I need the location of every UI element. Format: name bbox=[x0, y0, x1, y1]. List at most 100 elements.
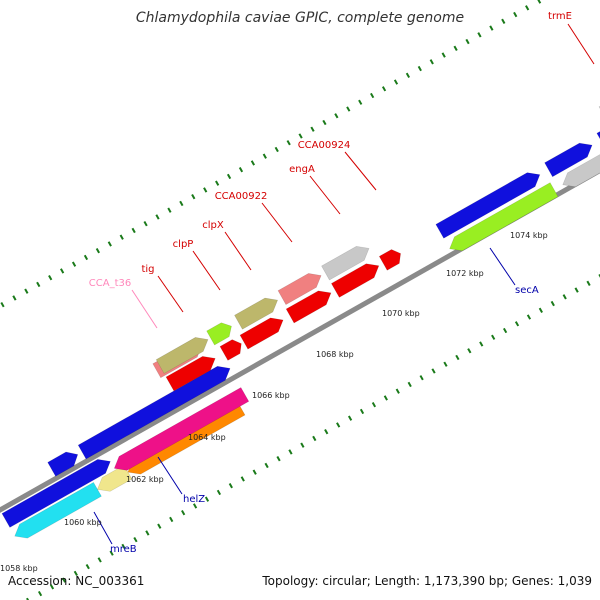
tick-mark bbox=[262, 153, 267, 159]
tick-mark bbox=[155, 214, 160, 220]
topology-text: Topology: circular; Length: 1,173,390 bp… bbox=[262, 574, 592, 588]
tick-mark bbox=[203, 187, 208, 193]
gene-arrow bbox=[378, 249, 401, 271]
tick-mark bbox=[24, 288, 29, 294]
tick-mark bbox=[538, 307, 543, 313]
tick-mark bbox=[477, 32, 482, 38]
gene-arrow bbox=[234, 297, 279, 330]
tick-mark bbox=[252, 469, 257, 475]
tick-mark bbox=[204, 496, 210, 502]
tick-mark bbox=[407, 381, 412, 388]
kbp-label: 1062 kbp bbox=[126, 475, 164, 484]
kbp-label: 1058 kbp bbox=[0, 564, 38, 573]
tick-mark bbox=[133, 536, 138, 543]
tick-mark bbox=[371, 402, 377, 408]
tick-mark bbox=[276, 456, 281, 462]
tick-mark bbox=[431, 368, 436, 374]
tick-mark bbox=[83, 254, 89, 261]
leader-line bbox=[309, 175, 341, 215]
accession-text: Accession: NC_003361 bbox=[8, 574, 145, 588]
gene-arrow bbox=[544, 142, 593, 178]
gene-arrow bbox=[113, 387, 250, 471]
tick-mark bbox=[121, 543, 126, 550]
leader-line bbox=[157, 456, 183, 495]
gene-arrow bbox=[321, 246, 370, 281]
gene-arrow bbox=[155, 337, 209, 374]
gene-label: secA bbox=[515, 285, 539, 296]
gene-arrow bbox=[435, 172, 541, 239]
tick-mark bbox=[143, 221, 148, 227]
kbp-label: 1074 kbp bbox=[510, 231, 548, 240]
gene-labels: CCA_t36 tig clpP clpX CCA00922 engA CCA00924 tr… bbox=[89, 11, 572, 555]
gene-features bbox=[1, 105, 600, 539]
leader-line bbox=[261, 202, 293, 243]
tick-mark bbox=[36, 281, 41, 288]
map-title: Chlamydophila caviae GPIC, complete geno… bbox=[135, 10, 465, 26]
gene-arrow bbox=[277, 273, 322, 305]
tick-mark bbox=[157, 523, 162, 529]
gene-arrow bbox=[1, 459, 111, 528]
tick-mark bbox=[300, 442, 305, 448]
tick-mark bbox=[181, 509, 186, 516]
kbp-label: 1066 kbp bbox=[252, 391, 290, 400]
tick-mark bbox=[250, 160, 256, 166]
tick-mark bbox=[346, 106, 351, 112]
tick-mark bbox=[107, 241, 112, 247]
leader-line bbox=[489, 247, 516, 286]
leader-line bbox=[131, 289, 158, 329]
gene-arrow bbox=[165, 356, 216, 392]
tick-mark bbox=[49, 584, 55, 590]
gene-arrow bbox=[562, 154, 600, 188]
gene-arrow bbox=[449, 182, 559, 252]
tick-mark bbox=[336, 422, 341, 428]
tick-mark bbox=[381, 86, 387, 92]
tick-mark bbox=[228, 483, 233, 489]
tick-mark bbox=[310, 126, 315, 132]
tick-mark bbox=[586, 280, 591, 286]
tick-mark bbox=[489, 25, 494, 31]
tick-mark bbox=[525, 5, 530, 11]
tick-mark bbox=[191, 194, 196, 200]
leader-line bbox=[192, 250, 221, 291]
tick-mark bbox=[429, 59, 434, 65]
gene-arrow bbox=[206, 322, 232, 346]
kbp-label: 1070 kbp bbox=[382, 309, 420, 318]
tick-mark bbox=[405, 72, 411, 78]
tick-mark bbox=[71, 261, 77, 267]
leader-line bbox=[224, 231, 252, 271]
tick-mark bbox=[26, 597, 30, 600]
tick-mark bbox=[491, 334, 496, 340]
tick-mark bbox=[465, 38, 470, 45]
tick-mark bbox=[358, 99, 363, 105]
inner-tick-row bbox=[26, 273, 600, 600]
tick-mark bbox=[501, 18, 506, 24]
gene-arrow bbox=[596, 131, 600, 140]
tick-mark bbox=[167, 207, 172, 213]
kbp-label: 1068 kbp bbox=[316, 350, 354, 359]
tick-mark bbox=[215, 180, 220, 186]
gene-arrow bbox=[285, 290, 332, 324]
tick-mark bbox=[286, 140, 291, 146]
tick-mark bbox=[383, 395, 388, 401]
tick-mark bbox=[574, 287, 579, 293]
tick-mark bbox=[467, 348, 472, 354]
tick-mark bbox=[131, 227, 136, 234]
tick-mark bbox=[145, 530, 150, 536]
gene-label: CCA00922 bbox=[215, 191, 268, 202]
tick-mark bbox=[514, 321, 520, 327]
tick-mark bbox=[48, 274, 53, 281]
gene-label: clpP bbox=[173, 239, 194, 250]
leader-line bbox=[567, 23, 595, 65]
tick-mark bbox=[441, 52, 446, 58]
outer-tick-row bbox=[0, 0, 542, 308]
gene-arrow bbox=[330, 263, 380, 298]
tick-mark bbox=[359, 408, 365, 415]
tick-mark bbox=[85, 563, 90, 570]
gene-label: mreB bbox=[110, 544, 137, 555]
tick-mark bbox=[550, 300, 555, 307]
tick-mark bbox=[216, 489, 222, 496]
gene-label: helZ bbox=[183, 494, 205, 505]
tick-mark bbox=[453, 45, 458, 51]
tick-mark bbox=[312, 435, 317, 442]
